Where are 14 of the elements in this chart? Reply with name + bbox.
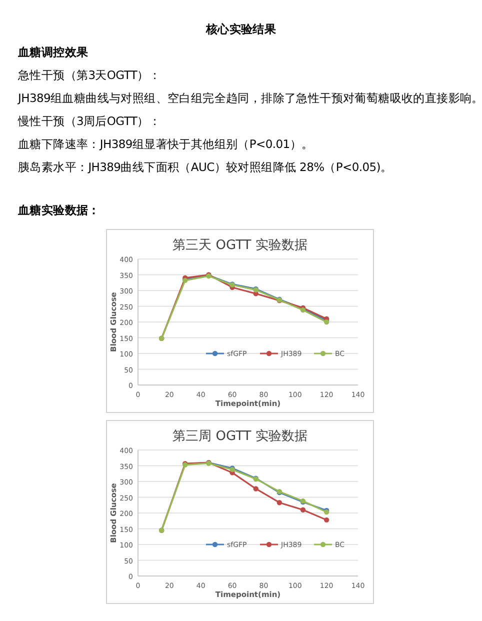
point xyxy=(300,507,306,512)
chart-title: 第三天 OGTT 实验数据 xyxy=(172,238,308,253)
text: 核心实验结果 xyxy=(204,22,278,37)
text: 血糖实验数据： xyxy=(18,203,100,218)
point xyxy=(276,500,282,506)
text: 血糖下降速率：JH389组显著快于其他组别（P<0.01）。 xyxy=(18,137,314,152)
point xyxy=(324,517,330,523)
text: 急性干预（第3天OGTT）： xyxy=(18,68,161,83)
point xyxy=(253,486,258,492)
text: 胰岛素水平：JH389曲线下面积（AUC）较对照组降低 28%（P<0.05)。 xyxy=(18,160,392,175)
text: 血糖调控效果 xyxy=(18,45,88,60)
text: JH389组血糖曲线与对照组、空白组完全趋同，排除了急性干预对葡萄糖吸收的直接影响。 xyxy=(18,91,482,106)
chart-title: 第三周 OGTT 实验数据 xyxy=(172,429,308,444)
text: 慢性干预（3周后OGTT）： xyxy=(18,114,161,129)
